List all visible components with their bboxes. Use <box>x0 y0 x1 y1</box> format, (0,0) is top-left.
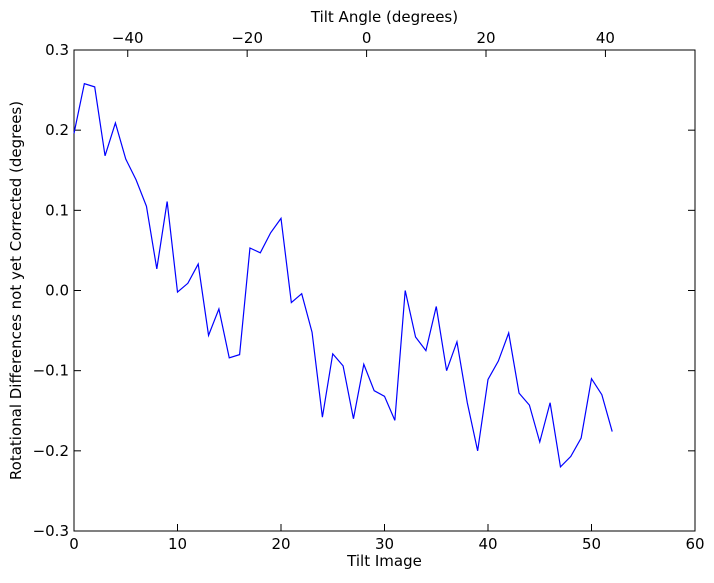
x-tick-label: 50 <box>582 535 601 553</box>
y-tick-label: −0.2 <box>33 442 69 460</box>
x-tick-label: 0 <box>69 535 79 553</box>
ticks-layer: 0 10 20 30 40 50 60 −0.3 −0.2 −0.1 0.0 0.1 0.2 0.3 −40… <box>33 29 705 553</box>
top-x-tick-label: −40 <box>112 29 144 47</box>
top-x-tick-label: 20 <box>476 29 495 47</box>
x-tick-label: 30 <box>375 535 394 553</box>
y-tick-label: −0.3 <box>33 522 69 540</box>
x-tick-label: 40 <box>478 535 497 553</box>
y-tick-label: −0.1 <box>33 362 69 380</box>
top-x-axis-label: Tilt Angle (degrees) <box>310 8 458 26</box>
top-x-tick-label: 40 <box>596 29 615 47</box>
plot-frame <box>73 49 696 532</box>
y-axis-label: Rotational Differences not yet Corrected… <box>7 101 25 480</box>
top-x-tick-label: −20 <box>231 29 263 47</box>
series-layer <box>73 82 613 469</box>
x-tick-label: 10 <box>168 535 187 553</box>
y-tick-label: 0.0 <box>45 282 69 300</box>
x-axis-label: Tilt Image <box>346 552 422 570</box>
x-tick-label: 20 <box>271 535 290 553</box>
top-x-tick-label: 0 <box>362 29 372 47</box>
series-line <box>73 82 613 469</box>
x-tick-label: 60 <box>685 535 704 553</box>
y-tick-label: 0.2 <box>45 121 69 139</box>
y-tick-label: 0.1 <box>45 201 69 219</box>
y-tick-label: 0.3 <box>45 41 69 59</box>
